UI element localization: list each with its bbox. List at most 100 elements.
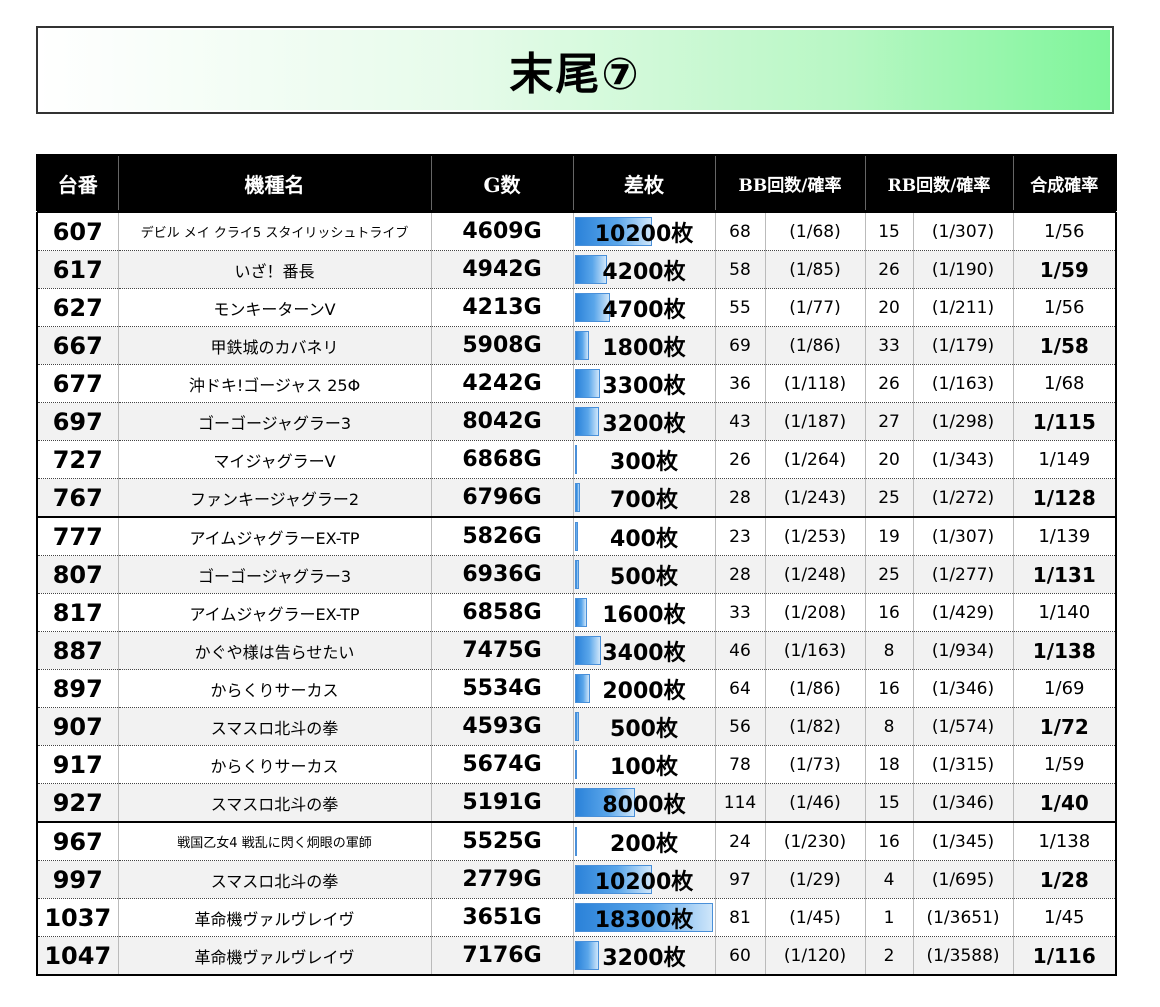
games-cell: 5525G (431, 821, 574, 861)
rb-prob-cell: (1/272) (913, 478, 1014, 518)
model-name-cell: マイジャグラーV (118, 440, 432, 479)
bb-count-cell: 23 (715, 516, 766, 556)
rb-count-cell: 20 (865, 440, 914, 479)
model-name-cell: アイムジャグラーEX-TP (118, 516, 432, 556)
table-row: 1037 革命機ヴァルヴレイヴ 3651G 18300枚 81 (1/45) 1 (1/365… (37, 898, 1117, 937)
combined-prob-cell: 1/116 (1013, 936, 1117, 976)
diff-cell: 3300枚 (573, 364, 716, 403)
diff-value: 3200枚 (602, 945, 686, 971)
games-cell: 7475G (431, 631, 574, 670)
diff-value: 100枚 (610, 754, 678, 780)
bb-count-cell: 26 (715, 440, 766, 479)
title-banner: 末尾⑦ (36, 26, 1114, 114)
rb-count-cell: 1 (865, 898, 914, 937)
bb-prob-cell: (1/82) (765, 707, 866, 746)
diff-bar (574, 941, 599, 970)
diff-bar (574, 255, 607, 284)
model-name-cell: いざ！番長 (118, 250, 432, 289)
machine-no-cell: 607 (37, 211, 119, 251)
machine-no-cell: 907 (37, 707, 119, 746)
bb-prob-cell: (1/120) (765, 936, 866, 976)
model-name-cell: 沖ドキ!ゴージャス 25Φ (118, 364, 432, 403)
diff-cell: 500枚 (573, 707, 716, 746)
machine-no-cell: 1037 (37, 898, 119, 937)
combined-prob-cell: 1/58 (1013, 326, 1117, 365)
bb-prob-cell: (1/73) (765, 745, 866, 784)
bb-count-cell: 69 (715, 326, 766, 365)
bb-prob-cell: (1/86) (765, 326, 866, 365)
bb-prob-cell: (1/29) (765, 860, 866, 899)
header-combined: 合成確率 (1013, 155, 1117, 213)
model-name-cell: ゴーゴージャグラー3 (118, 555, 432, 594)
bb-prob-cell: (1/253) (765, 516, 866, 556)
rb-count-cell: 33 (865, 326, 914, 365)
header-games: G数 (431, 155, 574, 213)
diff-value: 4200枚 (602, 259, 686, 285)
games-cell: 5534G (431, 669, 574, 708)
diff-bar (574, 217, 652, 246)
table-row: 777 アイムジャグラーEX-TP 5826G 400枚 23 (1/253) 19 (1/3… (37, 516, 1117, 556)
diff-cell: 300枚 (573, 440, 716, 479)
diff-bar (574, 750, 577, 779)
rb-count-cell: 15 (865, 783, 914, 823)
bb-count-cell: 68 (715, 211, 766, 251)
rb-prob-cell: (1/429) (913, 593, 1014, 632)
diff-value: 3300枚 (602, 373, 686, 399)
games-cell: 3651G (431, 898, 574, 937)
rb-prob-cell: (1/307) (913, 516, 1014, 556)
bb-count-cell: 81 (715, 898, 766, 937)
page-title: 末尾⑦ (509, 49, 641, 100)
machine-no-cell: 817 (37, 593, 119, 632)
diff-cell: 1600枚 (573, 593, 716, 632)
machine-no-cell: 887 (37, 631, 119, 670)
games-cell: 4593G (431, 707, 574, 746)
games-cell: 5908G (431, 326, 574, 365)
rb-prob-cell: (1/346) (913, 783, 1014, 823)
diff-value: 500枚 (610, 716, 678, 742)
table-row: 807 ゴーゴージャグラー3 6936G 500枚 28 (1/248) 25 (1/277)… (37, 555, 1117, 594)
rb-prob-cell: (1/298) (913, 402, 1014, 441)
rb-count-cell: 19 (865, 516, 914, 556)
rb-prob-cell: (1/315) (913, 745, 1014, 784)
combined-prob-cell: 1/59 (1013, 745, 1117, 784)
combined-prob-cell: 1/28 (1013, 860, 1117, 899)
model-name-cell: 革命機ヴァルヴレイヴ (118, 898, 432, 937)
bb-prob-cell: (1/248) (765, 555, 866, 594)
bb-count-cell: 114 (715, 783, 766, 823)
rb-count-cell: 16 (865, 593, 914, 632)
games-cell: 7176G (431, 936, 574, 976)
diff-bar (574, 293, 610, 322)
bb-count-cell: 60 (715, 936, 766, 976)
table-row: 817 アイムジャグラーEX-TP 6858G 1600枚 33 (1/208) 16 (1/… (37, 593, 1117, 632)
table-row: 607 デビル メイ クライ5 スタイリッシュトライブ 4609G 10200枚 68(… (37, 211, 1117, 251)
diff-value: 18300枚 (594, 907, 694, 933)
model-name-cell: スマスロ北斗の拳 (118, 860, 432, 899)
rb-count-cell: 15 (865, 211, 914, 251)
model-name-cell: モンキーターンV (118, 288, 432, 327)
games-cell: 4942G (431, 250, 574, 289)
bb-prob-cell: (1/85) (765, 250, 866, 289)
rb-count-cell: 20 (865, 288, 914, 327)
rb-prob-cell: (1/277) (913, 555, 1014, 594)
combined-prob-cell: 1/68 (1013, 364, 1117, 403)
header-bb: BB回数/確率 (715, 155, 866, 213)
diff-bar (574, 407, 599, 436)
machine-no-cell: 767 (37, 478, 119, 518)
machine-no-cell: 697 (37, 402, 119, 441)
diff-value: 1600枚 (602, 602, 686, 628)
table-body: 607 デビル メイ クライ5 スタイリッシュトライブ 4609G 10200枚 68(… (37, 211, 1117, 976)
bb-prob-cell: (1/45) (765, 898, 866, 937)
rb-count-cell: 27 (865, 402, 914, 441)
diff-bar (574, 827, 577, 856)
diff-cell: 4200枚 (573, 250, 716, 289)
bb-count-cell: 28 (715, 555, 766, 594)
bb-count-cell: 43 (715, 402, 766, 441)
diff-value: 1800枚 (602, 335, 686, 361)
table-row: 917 からくりサーカス 5674G 100枚 78 (1/73) 18 (1/315) 1/5… (37, 745, 1117, 784)
model-name-cell: ゴーゴージャグラー3 (118, 402, 432, 441)
model-name-cell: 革命機ヴァルヴレイヴ (118, 936, 432, 976)
bb-prob-cell: (1/86) (765, 669, 866, 708)
combined-prob-cell: 1/56 (1013, 288, 1117, 327)
games-cell: 6868G (431, 440, 574, 479)
games-cell: 6796G (431, 478, 574, 518)
